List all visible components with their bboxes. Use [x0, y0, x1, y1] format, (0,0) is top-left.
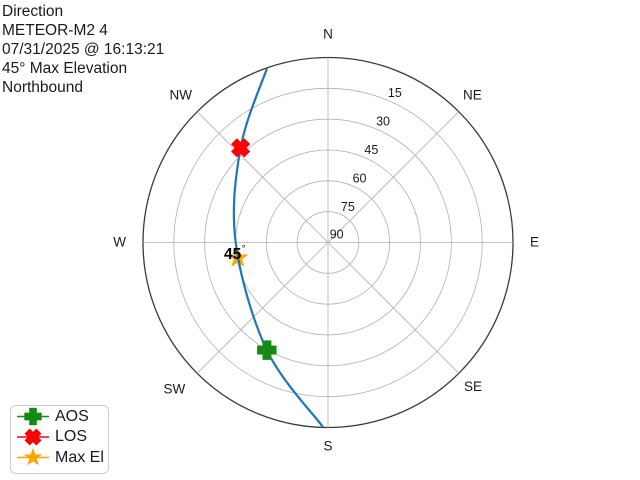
svg-text:N: N	[323, 27, 333, 42]
svg-text:SW: SW	[163, 381, 185, 396]
svg-text:°: °	[242, 244, 246, 255]
svg-text:90: 90	[330, 227, 344, 241]
svg-text:15: 15	[388, 86, 402, 100]
svg-text:45: 45	[224, 246, 242, 263]
svg-text:NE: NE	[463, 88, 482, 103]
svg-text:30: 30	[376, 115, 390, 129]
svg-text:S: S	[323, 439, 332, 454]
svg-text:60: 60	[353, 172, 367, 186]
svg-text:NW: NW	[170, 88, 193, 103]
svg-text:75: 75	[341, 200, 355, 214]
svg-text:W: W	[113, 235, 126, 250]
svg-text:45: 45	[364, 143, 378, 157]
svg-text:E: E	[530, 235, 539, 250]
svg-text:SE: SE	[464, 379, 482, 394]
